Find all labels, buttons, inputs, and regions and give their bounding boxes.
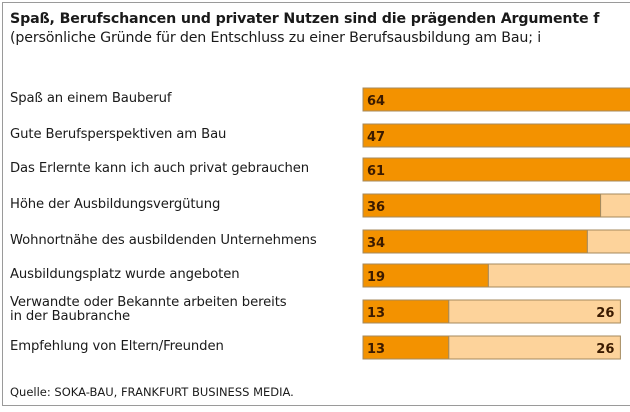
bar-value-label: 64 (367, 94, 385, 109)
bar-value-label: 47 (367, 130, 385, 145)
bar-value-label: 34 (367, 236, 385, 251)
source-note: Quelle: SOKA-BAU, FRANKFURT BUSINESS MED… (10, 385, 294, 399)
category-label-line: Gute Berufsperspektiven am Bau (10, 127, 227, 142)
bar-value-label: 13 (367, 342, 385, 357)
category-label-line: Empfehlung von Eltern/Freunden (10, 339, 224, 354)
category-label: Empfehlung von Eltern/Freunden (10, 340, 224, 354)
bar-secondary (600, 193, 630, 218)
bar-primary (362, 123, 630, 148)
bar-secondary (586, 229, 630, 254)
chart-subtitle: (persönliche Gründe für den Entschluss z… (10, 30, 542, 46)
category-label-line: Das Erlernte kann ich auch privat gebrau… (10, 161, 310, 176)
category-label: Gute Berufsperspektiven am Bau (10, 128, 226, 142)
bar-secondary (448, 335, 621, 360)
bar-value-label: 19 (367, 270, 385, 285)
category-label: Höhe der Ausbildungsvergütung (10, 198, 220, 212)
chart-frame (2, 2, 630, 406)
category-label-line: Verwandte oder Bekannte arbeiten bereits (10, 295, 287, 310)
bar-primary (362, 193, 602, 218)
category-label-line: in der Baubranche (10, 309, 131, 324)
chart-title: Spaß, Berufschancen und privater Nutzen … (10, 11, 600, 27)
bar-primary (362, 157, 630, 182)
category-label-line: Ausbildungsplatz wurde angeboten (10, 267, 240, 282)
bar-primary (362, 87, 630, 112)
bar-value-label: 13 (367, 306, 385, 321)
category-label-line: Spaß an einem Bauberuf (10, 91, 172, 106)
category-label-line: Wohnortnähe des ausbildenden Unternehmen… (10, 233, 317, 248)
bar-secondary-value-label: 26 (596, 342, 614, 357)
bar-secondary (448, 299, 621, 324)
category-label-line: Höhe der Ausbildungsvergütung (10, 197, 221, 212)
category-label: Verwandte oder Bekannte arbeiten bereits… (10, 296, 287, 324)
category-label: Spaß an einem Bauberuf (10, 91, 172, 106)
bar-secondary-value-label: 26 (596, 306, 614, 321)
bar-secondary (487, 263, 630, 288)
category-label: Das Erlernte kann ich auch privat gebrau… (10, 162, 309, 176)
category-label: Ausbildungsplatz wurde angeboten (10, 268, 240, 282)
bar-primary (362, 229, 588, 254)
bar-value-label: 61 (367, 164, 385, 179)
bar-value-label: 36 (367, 200, 385, 215)
category-label: Wohnortnähe des ausbildenden Unternehmen… (10, 234, 317, 248)
